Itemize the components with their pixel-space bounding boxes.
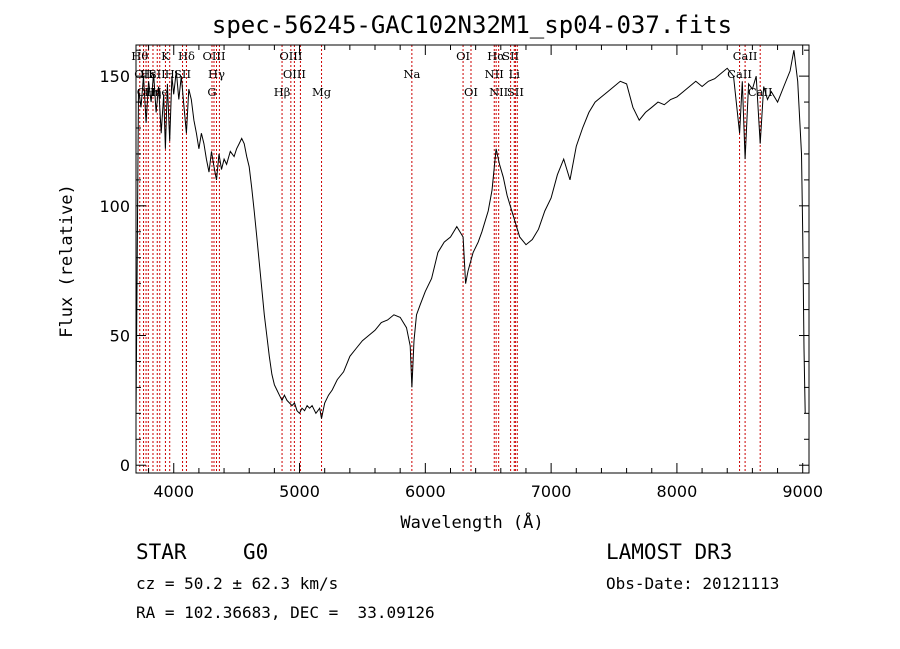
y-tick-label-150: 150 bbox=[99, 67, 130, 86]
line-marker-label-12: OIII bbox=[202, 49, 225, 63]
x-tick-label-4000: 4000 bbox=[153, 482, 194, 501]
line-marker-label-17: OIII bbox=[283, 67, 306, 81]
line-marker-group bbox=[139, 45, 761, 473]
line-marker-label-7: K bbox=[161, 49, 170, 63]
line-marker-label-6: He bbox=[151, 85, 168, 99]
redshift-readout: cz = 50.2 ± 62.3 km/s bbox=[136, 574, 339, 593]
line-marker-label-13: Hγ bbox=[208, 67, 225, 81]
coordinates-readout: RA = 102.36683, DEC = 33.09126 bbox=[136, 603, 435, 622]
x-tick-label-9000: 9000 bbox=[782, 482, 823, 501]
y-axis: 0 50 100 150 bbox=[99, 49, 809, 475]
line-marker-label-8: H bbox=[165, 67, 175, 81]
x-axis: 4000 5000 6000 7000 8000 9000 bbox=[148, 45, 823, 501]
line-marker-label-10: Hδ bbox=[178, 49, 195, 63]
line-marker-label-1: OII bbox=[134, 67, 153, 81]
line-marker-label-11: G bbox=[207, 85, 216, 99]
line-marker-label-16: OIII bbox=[279, 49, 302, 63]
line-marker-label-25: NII bbox=[489, 85, 508, 99]
chart-title: spec-56245-GAC102N32M1_sp04-037.fits bbox=[212, 11, 732, 39]
x-tick-label-6000: 6000 bbox=[405, 482, 446, 501]
y-axis-label: Flux (relative) bbox=[57, 184, 77, 338]
line-marker-label-0: Hθ bbox=[131, 49, 148, 63]
object-class: STAR bbox=[136, 540, 187, 564]
flux-series-line bbox=[135, 50, 806, 419]
obs-date: Obs-Date: 20121113 bbox=[606, 574, 780, 593]
line-marker-label-23: NII bbox=[485, 67, 504, 81]
line-marker-label-24: Hα bbox=[487, 49, 505, 63]
line-marker-label-31: CaII bbox=[733, 49, 758, 63]
line-marker-label-27: Li bbox=[509, 67, 521, 81]
line-marker-label-22: OI bbox=[464, 85, 478, 99]
line-marker-label-9: SII bbox=[174, 67, 191, 81]
plot-frame bbox=[135, 44, 810, 474]
x-tick-label-8000: 8000 bbox=[657, 482, 698, 501]
line-marker-label-21: OI bbox=[456, 49, 470, 63]
line-marker-label-28: SII bbox=[507, 85, 524, 99]
line-marker-label-26: SII bbox=[502, 49, 519, 63]
y-tick-label-0: 0 bbox=[120, 456, 130, 475]
line-marker-label-20: Na bbox=[403, 67, 420, 81]
line-marker-label-15: Hβ bbox=[274, 85, 291, 99]
x-tick-label-7000: 7000 bbox=[531, 482, 572, 501]
line-marker-label-3: Hε bbox=[140, 67, 156, 81]
x-tick-label-5000: 5000 bbox=[279, 482, 320, 501]
line-marker-label-5: SII bbox=[149, 67, 166, 81]
line-marker-label-19: Mg bbox=[312, 85, 332, 99]
y-tick-label-50: 50 bbox=[110, 327, 130, 346]
survey-name: LAMOST DR3 bbox=[606, 540, 733, 564]
object-subclass: G0 bbox=[243, 540, 269, 564]
line-marker-label-30: CaII bbox=[727, 67, 752, 81]
y-tick-label-100: 100 bbox=[99, 197, 130, 216]
x-axis-label: Wavelength (Å) bbox=[400, 511, 543, 533]
